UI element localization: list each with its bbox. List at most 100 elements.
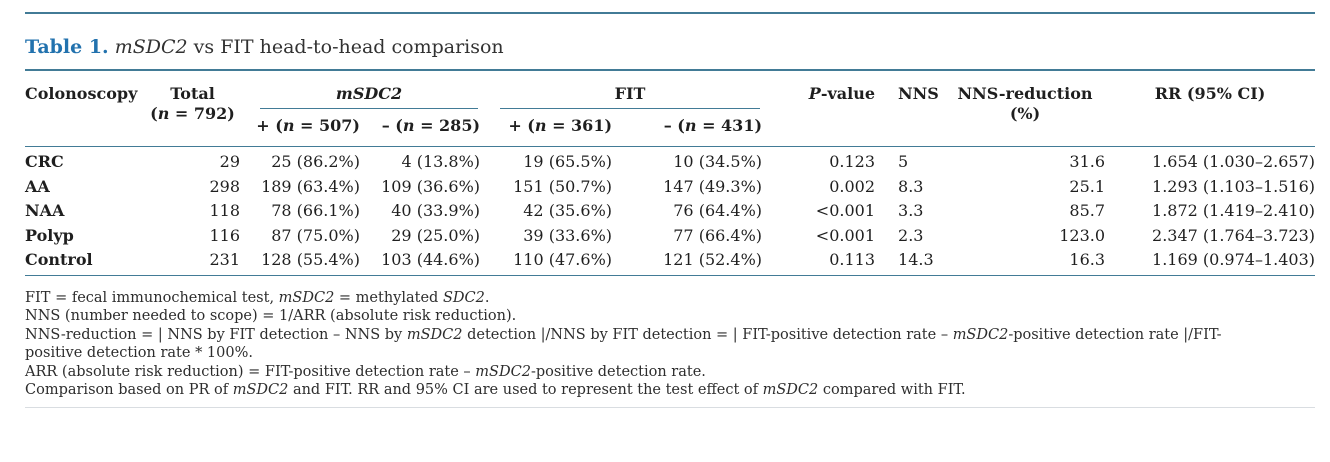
top-rule — [25, 12, 1315, 14]
cell-nns-reduction: 85.7 — [1069, 201, 1106, 220]
col-header-total-line1: Total — [170, 84, 215, 103]
text-segment: -positive detection rate |/FIT- — [1008, 326, 1222, 343]
text-segment: = 285) — [414, 116, 481, 135]
text-segment: NNS (number needed to scope) = 1/ARR (ab… — [25, 308, 517, 325]
text-segment: = 507) — [294, 116, 360, 135]
text-segment: SDC2 — [442, 289, 485, 306]
text-segment: mSDC2 — [762, 382, 819, 399]
table-body: CRC 29 25 (86.2%) 4 (13.8%) 19 (65.5%) 10 (34… — [25, 147, 1316, 276]
header-row-groups: Colonoscopy Total (n = 792) mSDC2 FIT P-… — [25, 71, 1316, 147]
table-row: AA 298 189 (63.4%) 109 (36.6%) 151 (50.7%) 14… — [25, 175, 1315, 200]
cell-rr: 1.169 (0.974–1.403) — [1105, 248, 1316, 276]
text-segment: mSDC2 — [278, 289, 335, 306]
table-caption: Table 1. mSDC2 vs FIT head-to-head compa… — [25, 36, 1315, 58]
row-label: Control — [25, 248, 145, 276]
text-segment: – ( — [381, 116, 403, 135]
text-segment: ARR (absolute risk reduction) = FIT-posi… — [25, 363, 476, 380]
text-segment: vs FIT head-to-head comparison — [187, 36, 504, 58]
cell-msdc2-positive: 87 (75.0%) — [271, 225, 360, 245]
cell-msdc2-positive: 78 (66.1%) — [271, 201, 360, 220]
col-header-fit-positive: + (n = 361) — [480, 109, 613, 147]
footnote: Comparison based on PR of mSDC2 and FIT.… — [25, 381, 1315, 400]
col-header-total-line2: (n = 792) — [145, 104, 240, 124]
col-group-msdc2-label: mSDC2 — [260, 84, 479, 109]
cell-fit-negative: 76 (64.4%) — [673, 201, 763, 220]
text-segment: P — [808, 84, 821, 103]
col-header-nns-reduction: NNS-reduction (%) — [945, 71, 1106, 147]
col-header-msdc2-negative: – (n = 285) — [360, 109, 481, 147]
text-segment: n — [402, 116, 415, 135]
table-row: Polyp 116 87 (75.0%) 29 (25.0%) 39 (33.6%) 77… — [25, 224, 1315, 249]
col-header-nns: NNS — [875, 71, 946, 147]
cell-nns-reduction: 16.3 — [945, 248, 1106, 276]
col-header-total: Total (n = 792) — [145, 71, 240, 147]
text-segment: -value — [820, 84, 876, 103]
row-label: CRC — [25, 152, 64, 171]
cell-msdc2-positive: 25 (86.2%) — [271, 152, 360, 171]
text-segment: mSDC2 — [232, 382, 289, 399]
comparison-table: Colonoscopy Total (n = 792) mSDC2 FIT P-… — [25, 71, 1316, 276]
cell-nns: 14.3 — [875, 248, 946, 276]
table-caption-text: mSDC2 vs FIT head-to-head comparison — [115, 36, 504, 58]
cell-p-value: 0.113 — [762, 248, 876, 276]
cell-nns-reduction: 31.6 — [1069, 152, 1106, 171]
text-segment: + ( — [256, 116, 283, 135]
cell-rr: 1.872 (1.419–2.410) — [1152, 201, 1316, 220]
table-row: NAA 118 78 (66.1%) 40 (33.9%) 42 (35.6%) 76 (… — [25, 199, 1315, 224]
cell-msdc2-positive: 128 (55.4%) — [240, 248, 360, 276]
cell-fit-positive: 19 (65.5%) — [523, 152, 613, 171]
col-header-rr: RR (95% CI) — [1105, 71, 1316, 147]
col-group-fit-label: FIT — [500, 84, 761, 109]
cell-msdc2-negative: 29 (25.0%) — [391, 225, 481, 245]
text-segment: FIT — [614, 84, 646, 103]
text-segment: + ( — [508, 116, 535, 135]
cell-fit-positive: 151 (50.7%) — [513, 176, 613, 196]
header-row-subcolumns: + (n = 507) – (n = 285) + (n = 361) – (n… — [25, 109, 1315, 147]
footnote: NNS-reduction = | NNS by FIT detection –… — [25, 326, 1315, 363]
footnote: NNS (number needed to scope) = 1/ARR (ab… — [25, 307, 1315, 326]
table-row: Control 231 128 (55.4%) 103 (44.6%) 110 (47.… — [25, 248, 1316, 276]
text-segment: mSDC2 — [475, 363, 531, 380]
text-segment: n — [534, 116, 547, 135]
text-segment: = 361) — [546, 116, 613, 135]
cell-total: 231 — [145, 248, 240, 276]
text-segment: mSDC2 — [335, 84, 403, 103]
caption-rule — [25, 69, 1315, 71]
col-header-nns-reduction-line2: (%) — [1009, 104, 1041, 123]
text-segment: -positive detection rate. — [530, 363, 706, 380]
cell-total: 298 — [209, 176, 240, 196]
footnotes: FIT = fecal immunochemical test, mSDC2 =… — [25, 289, 1315, 401]
cell-fit-negative: 10 (34.5%) — [673, 152, 763, 171]
cell-total: 118 — [209, 201, 240, 220]
cell-nns: 2.3 — [898, 225, 924, 245]
text-segment: = methylated — [334, 289, 443, 306]
cell-total: 116 — [209, 225, 240, 245]
text-segment: positive detection rate * 100%. — [25, 345, 253, 362]
col-header-nns-reduction-line1: NNS-reduction — [957, 84, 1093, 103]
text-segment: n — [157, 104, 170, 123]
text-segment: – ( — [663, 116, 685, 135]
col-group-msdc2: mSDC2 — [240, 71, 480, 109]
cell-fit-positive: 110 (47.6%) — [480, 248, 613, 276]
text-segment: and FIT. RR and 95% CI are used to repre… — [288, 382, 763, 399]
cell-nns-reduction: 123.0 — [1059, 225, 1106, 245]
row-label: AA — [25, 176, 50, 196]
cell-fit-positive: 42 (35.6%) — [523, 201, 613, 220]
cell-total: 29 — [219, 152, 240, 171]
cell-nns: 5 — [898, 152, 909, 171]
text-segment: FIT = fecal immunochemical test, — [25, 289, 279, 306]
col-header-msdc2-positive: + (n = 507) — [240, 109, 360, 147]
cell-rr: 1.293 (1.103–1.516) — [1152, 176, 1316, 196]
cell-msdc2-negative: 109 (36.6%) — [381, 176, 481, 196]
cell-nns-reduction: 25.1 — [1069, 176, 1106, 196]
table-caption-label: Table 1. — [25, 36, 109, 58]
text-segment: detection |/NNS by FIT detection = | FIT… — [462, 326, 953, 343]
cell-fit-negative: 121 (52.4%) — [612, 248, 763, 276]
cell-p-value: 0.123 — [829, 152, 876, 171]
bottom-rule — [25, 407, 1315, 409]
cell-nns: 8.3 — [898, 176, 924, 196]
text-segment: n — [684, 116, 697, 135]
text-segment: = 431) — [696, 116, 763, 135]
row-label: NAA — [25, 201, 65, 220]
